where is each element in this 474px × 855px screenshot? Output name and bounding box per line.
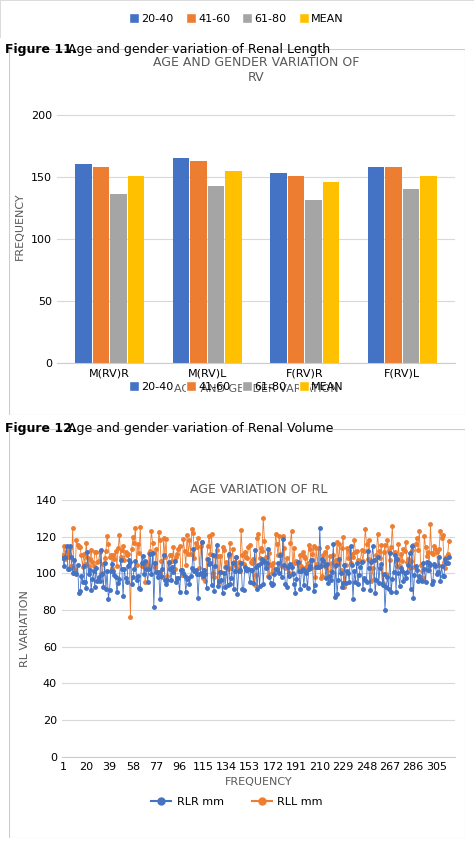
- RLL mm: [260, 513, 266, 523]
- Line: RLL mm: RLL mm: [61, 516, 451, 619]
- FancyBboxPatch shape: [9, 49, 465, 415]
- RLR mm: [319, 554, 325, 564]
- RLR mm: [272, 569, 277, 580]
- FancyBboxPatch shape: [9, 429, 465, 838]
- RLR mm: [317, 522, 323, 533]
- Bar: [420, 175, 437, 363]
- Bar: [92, 167, 109, 363]
- RLL mm: [70, 523, 75, 534]
- Bar: [323, 182, 339, 363]
- RLR mm: [446, 551, 452, 562]
- RLL mm: [60, 550, 66, 560]
- Line: RLR mm: RLR mm: [61, 526, 451, 612]
- Bar: [368, 167, 384, 363]
- RLR mm: [296, 566, 302, 576]
- Bar: [173, 158, 189, 363]
- RLL mm: [128, 612, 133, 622]
- Bar: [128, 175, 144, 363]
- Bar: [385, 167, 402, 363]
- RLR mm: [60, 553, 66, 563]
- Text: Age and gender variation of Renal Volume: Age and gender variation of Renal Volume: [64, 422, 333, 434]
- RLR mm: [322, 560, 328, 570]
- RLR mm: [382, 605, 388, 616]
- Text: Figure 12.: Figure 12.: [5, 422, 76, 434]
- Y-axis label: RL VARIATION: RL VARIATION: [20, 590, 30, 667]
- RLL mm: [431, 540, 437, 551]
- Title: AGE VARIATION OF RL: AGE VARIATION OF RL: [190, 483, 327, 496]
- Bar: [403, 189, 419, 363]
- RLR mm: [70, 568, 75, 578]
- Bar: [75, 164, 91, 363]
- Bar: [190, 161, 207, 363]
- RLL mm: [323, 562, 329, 572]
- X-axis label: FREQUENCY: FREQUENCY: [225, 777, 292, 787]
- Bar: [305, 200, 322, 363]
- Bar: [270, 173, 287, 363]
- RLL mm: [299, 561, 304, 571]
- FancyBboxPatch shape: [0, 0, 474, 38]
- RLL mm: [446, 536, 452, 546]
- Title: AGE AND GENDER VARIATION OF
RV: AGE AND GENDER VARIATION OF RV: [153, 56, 359, 85]
- Legend: 20-40, 41-60, 61-80, MEAN: 20-40, 41-60, 61-80, MEAN: [126, 9, 348, 29]
- Legend: 20-40, 41-60, 61-80, MEAN: 20-40, 41-60, 61-80, MEAN: [126, 377, 348, 397]
- Text: Age and gender variation of Renal Length: Age and gender variation of Renal Length: [64, 43, 330, 56]
- Y-axis label: FREQUENCY: FREQUENCY: [15, 192, 25, 261]
- RLR mm: [431, 559, 437, 569]
- Bar: [110, 194, 127, 363]
- RLL mm: [320, 550, 326, 560]
- Bar: [288, 175, 304, 363]
- X-axis label: AGE AND GENDER VARIATION: AGE AND GENDER VARIATION: [173, 384, 338, 394]
- Bar: [208, 186, 224, 363]
- RLL mm: [274, 539, 280, 549]
- Bar: [225, 171, 242, 363]
- Text: Figure 11.: Figure 11.: [5, 43, 76, 56]
- Legend: RLR mm, RLL mm: RLR mm, RLL mm: [147, 793, 327, 811]
